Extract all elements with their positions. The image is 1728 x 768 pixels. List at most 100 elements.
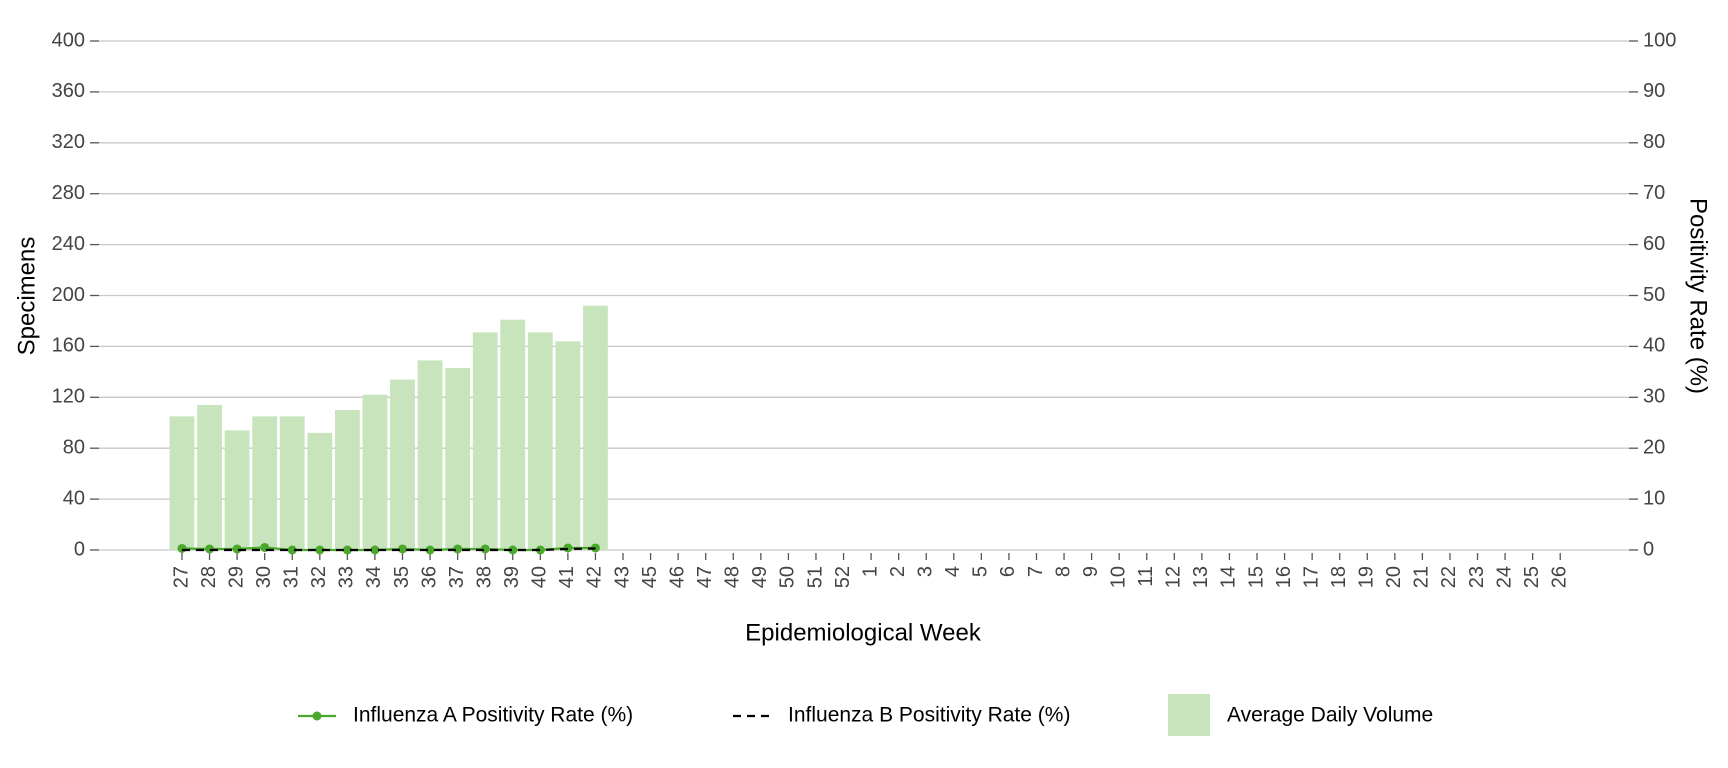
x-tick-label: 27 [170,566,192,588]
x-tick-label: 37 [446,566,468,588]
bar [169,416,195,550]
bar [500,319,526,550]
x-tick-label: 28 [198,566,220,588]
legend-label: Influenza A Positivity Rate (%) [353,704,633,727]
y2-tick-label: 40 [1643,335,1665,357]
x-tick-label: 33 [336,566,358,588]
x-tick-label: 24 [1493,566,1515,588]
x-tick-label: 9 [1080,566,1102,577]
y2-tick-label: 30 [1643,386,1665,408]
marker [398,544,407,554]
bar [417,360,443,550]
marker [370,545,380,555]
y2-tick-label: 0 [1643,538,1654,560]
x-tick-label: 36 [418,566,440,588]
x-tick-label: 5 [970,566,992,577]
x-tick-label: 18 [1328,566,1350,588]
y-tick-label: 40 [63,487,85,509]
x-tick-label: 22 [1438,566,1460,588]
legend-label: Average Daily Volume [1227,704,1433,727]
bar [445,368,471,550]
y-tick-label: 400 [52,29,85,51]
marker [480,544,490,554]
y2-tick-label: 90 [1643,80,1665,102]
x-tick-label: 12 [1163,566,1185,588]
x-tick-label: 48 [722,566,744,588]
y2-tick-label: 60 [1643,233,1665,255]
bar [390,379,415,550]
x-tick-label: 47 [694,566,716,588]
marker [205,544,215,554]
x-tick-label: 46 [666,566,688,588]
x-tick-label: 43 [611,566,633,588]
bar [197,404,222,550]
y-tick-label: 120 [52,386,85,408]
bar [362,394,388,550]
x-tick-label: 31 [281,566,303,588]
bar [307,432,333,550]
x-tick-label: 11 [1135,566,1157,587]
x-tick-label: 13 [1190,566,1212,588]
x-tick-label: 39 [501,566,523,588]
marker [177,543,187,553]
x-tick-label: 2 [887,566,909,577]
y-tick-label: 320 [52,131,85,153]
bar [224,430,250,550]
y-axis-title: Specimens [13,237,40,356]
bar [252,416,278,550]
y-tick-label: 0 [74,538,85,560]
marker [232,544,242,554]
x-tick-label: 52 [832,566,854,588]
x-axis-title: Epidemiological Week [745,619,982,646]
bar [527,332,553,550]
line [181,546,596,552]
y-tick-label: 360 [52,80,85,102]
y2-tick-label: 80 [1643,131,1665,153]
x-tick-label: 7 [1025,566,1047,577]
bar [334,410,360,550]
bar [555,341,581,550]
y2-tick-label: 100 [1643,29,1676,51]
x-tick-label: 51 [804,566,826,588]
x-tick-label: 32 [308,566,330,588]
x-tick-label: 35 [391,566,413,588]
x-tick-label: 41 [556,566,578,588]
y-tick-label: 200 [52,284,85,306]
x-tick-label: 16 [1273,566,1295,588]
x-tick-label: 25 [1521,566,1543,588]
x-tick-label: 23 [1466,566,1488,588]
x-tick-label: 4 [942,566,964,577]
y2-tick-label: 20 [1643,436,1665,458]
y-tick-label: 80 [63,436,85,458]
x-tick-label: 1 [859,566,881,577]
x-tick-label: 45 [639,566,661,588]
marker [590,543,600,553]
x-tick-label: 29 [225,566,247,588]
legend-marker [312,711,322,721]
y2-tick-label: 10 [1643,487,1665,509]
x-tick-label: 38 [473,566,495,588]
bar [472,332,498,550]
x-tick-label: 49 [749,566,771,588]
x-tick-label: 3 [915,566,937,577]
bar [279,416,305,550]
x-tick-label: 34 [363,566,385,588]
y2-axis-title: Positivity Rate (%) [1685,198,1712,394]
x-tick-label: 15 [1245,566,1267,588]
x-tick-label: 26 [1548,566,1570,588]
marker [287,545,297,555]
legend-swatch [1168,694,1210,736]
x-tick-label: 20 [1383,566,1405,588]
marker [342,545,352,555]
marker [535,545,545,555]
y-tick-label: 160 [52,335,85,357]
marker [508,545,518,555]
legend-label: Influenza B Positivity Rate (%) [788,704,1070,727]
x-tick-label: 19 [1356,566,1378,588]
x-tick-label: 6 [997,566,1019,577]
x-tick-label: 17 [1300,566,1322,588]
x-tick-label: 42 [584,566,606,588]
y2-tick-label: 70 [1643,182,1665,204]
marker [315,545,325,555]
